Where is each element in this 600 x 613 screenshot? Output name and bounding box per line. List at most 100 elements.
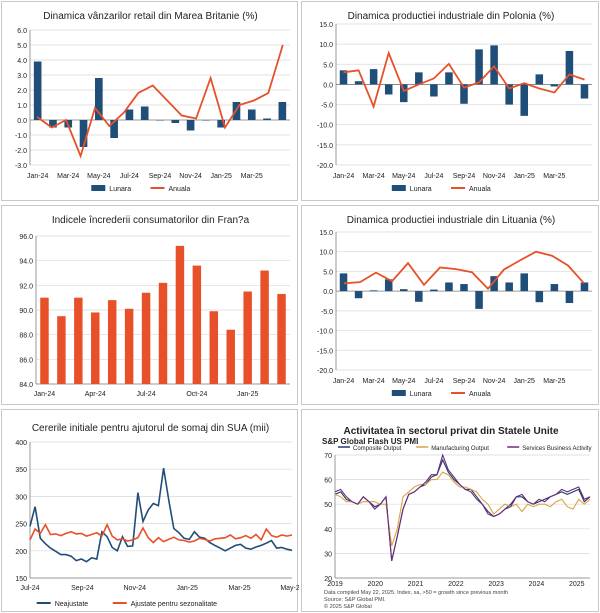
y-tick-label: 88.0 <box>19 333 33 340</box>
bar-lunara <box>247 109 256 120</box>
y-tick-label: 200 <box>15 549 27 556</box>
lt-industrial-chart: Dinamica productiei industriale din Litu… <box>317 215 592 398</box>
x-tick-label: Oct-24 <box>186 391 207 398</box>
bar-lunara <box>580 84 589 99</box>
legend-label: Services Business Activity <box>522 446 591 452</box>
y-tick-label: 10.0 <box>319 250 333 257</box>
bar-indice <box>260 270 269 384</box>
x-tick-label: Jul-24 <box>424 173 443 180</box>
line-manufacturing-output <box>334 471 591 547</box>
bar-lunara <box>415 291 423 302</box>
bar-lunara <box>79 120 88 147</box>
bar-lunara <box>520 273 528 292</box>
y-tick-label: 10.0 <box>319 42 333 49</box>
pl-industrial-chart: Dinamica productiei industriale din Polo… <box>317 11 592 193</box>
x-tick-label: Jan-25 <box>514 378 536 385</box>
bar-indice <box>243 291 252 384</box>
bar-lunara <box>400 84 408 103</box>
chart-title: Indicele încrederii consumatorilor din F… <box>52 215 250 226</box>
bar-lunara <box>125 109 134 120</box>
bar-lunara <box>339 273 348 292</box>
x-tick-label: Jan-25 <box>237 391 259 398</box>
y-tick-label: 90.0 <box>19 308 33 315</box>
y-tick-label: 30 <box>324 551 332 558</box>
x-tick-label: 2023 <box>488 581 504 588</box>
legend-swatch <box>391 390 406 396</box>
bar-lunara <box>400 289 408 292</box>
bar-lunara <box>278 102 287 120</box>
bar-lunara <box>535 291 544 303</box>
legend-swatch <box>91 185 106 191</box>
legend-label: Neajustate <box>55 601 89 608</box>
bar-lunara <box>384 279 393 292</box>
y-tick-label: 2.0 <box>17 88 27 95</box>
us-claims-chart: Cererile initiale pentru ajutorul de som… <box>15 423 299 608</box>
bar-lunara <box>217 120 225 128</box>
legend-swatch <box>391 185 406 191</box>
bar-lunara <box>550 84 559 87</box>
bar-lunara <box>369 290 378 292</box>
y-tick-label: -15.0 <box>317 348 333 355</box>
bar-lunara <box>565 291 574 303</box>
bar-lunara <box>110 120 118 138</box>
y-tick-label: -5.0 <box>321 103 333 110</box>
x-tick-label: Jan-25 <box>176 585 198 592</box>
bar-lunara <box>263 118 271 120</box>
footnote: Source: S&P Global PMI. <box>324 597 386 603</box>
us-pmi-chart: Activitatea în sectorul privat din State… <box>322 426 592 610</box>
bar-lunara <box>445 72 453 85</box>
bar-lunara <box>430 84 438 97</box>
y-tick-label: -10.0 <box>317 123 333 130</box>
bar-lunara <box>460 284 468 292</box>
y-tick-label: 1.0 <box>17 103 27 110</box>
bar-indice <box>209 311 219 384</box>
bar-lunara <box>171 120 180 123</box>
bar-lunara <box>550 284 559 292</box>
y-tick-label: -20.0 <box>317 163 333 170</box>
bar-indice <box>141 292 151 384</box>
legend-label: Lunara <box>410 391 432 398</box>
bar-lunara <box>490 45 498 85</box>
bar-lunara <box>430 289 438 292</box>
y-tick-label: -15.0 <box>317 143 333 150</box>
bar-indice <box>107 300 117 384</box>
bar-lunara <box>415 72 423 85</box>
legend-label: Lunara <box>109 186 131 193</box>
x-tick-label: Mar-25 <box>229 585 251 592</box>
bar-lunara <box>33 61 42 120</box>
legend-label: Ajustate pentru sezonalitate <box>131 601 217 608</box>
y-tick-label: -10.0 <box>317 329 333 336</box>
bar-lunara <box>186 120 195 131</box>
x-tick-label: 2020 <box>368 581 384 588</box>
bar-lunara <box>505 282 513 292</box>
chart-title: Dinamica productiei industriale din Polo… <box>348 11 555 22</box>
line-anuala <box>343 50 585 110</box>
x-tick-label: Nov-24 <box>179 173 202 180</box>
chart-subtitle: S&P Global Flash US PMI <box>322 437 418 446</box>
bar-lunara <box>535 74 544 85</box>
bar-indice <box>57 316 66 384</box>
y-tick-label: 15.0 <box>319 230 333 237</box>
x-tick-label: May-24 <box>392 173 415 180</box>
x-tick-label: Mar-25 <box>543 378 565 385</box>
y-tick-label: 300 <box>15 494 27 501</box>
line-anuala <box>343 250 585 291</box>
x-tick-label: Nov-24 <box>483 378 506 385</box>
y-tick-label: 400 <box>15 440 27 447</box>
legend-label: Composite Output <box>353 446 402 452</box>
x-tick-label: Jan-25 <box>210 173 232 180</box>
x-tick-label: Sep-24 <box>149 173 172 180</box>
bar-lunara <box>354 81 363 85</box>
y-tick-label: 86.0 <box>19 357 33 364</box>
y-tick-label: 92.0 <box>19 283 33 290</box>
chart-title: Dinamica vânzarilor retail din Marea Bri… <box>43 11 258 22</box>
footnote: Data compiled May 22, 2025. Index, sa, >… <box>324 590 508 596</box>
y-tick-label: 60 <box>324 478 332 485</box>
y-tick-label: -2.0 <box>15 148 27 155</box>
legend-label: Manufacturing Output <box>431 446 489 452</box>
x-tick-label: May-24 <box>392 378 415 385</box>
x-tick-label: Sep-24 <box>453 173 476 180</box>
x-tick-label: 2022 <box>448 581 464 588</box>
bar-lunara <box>445 282 453 292</box>
